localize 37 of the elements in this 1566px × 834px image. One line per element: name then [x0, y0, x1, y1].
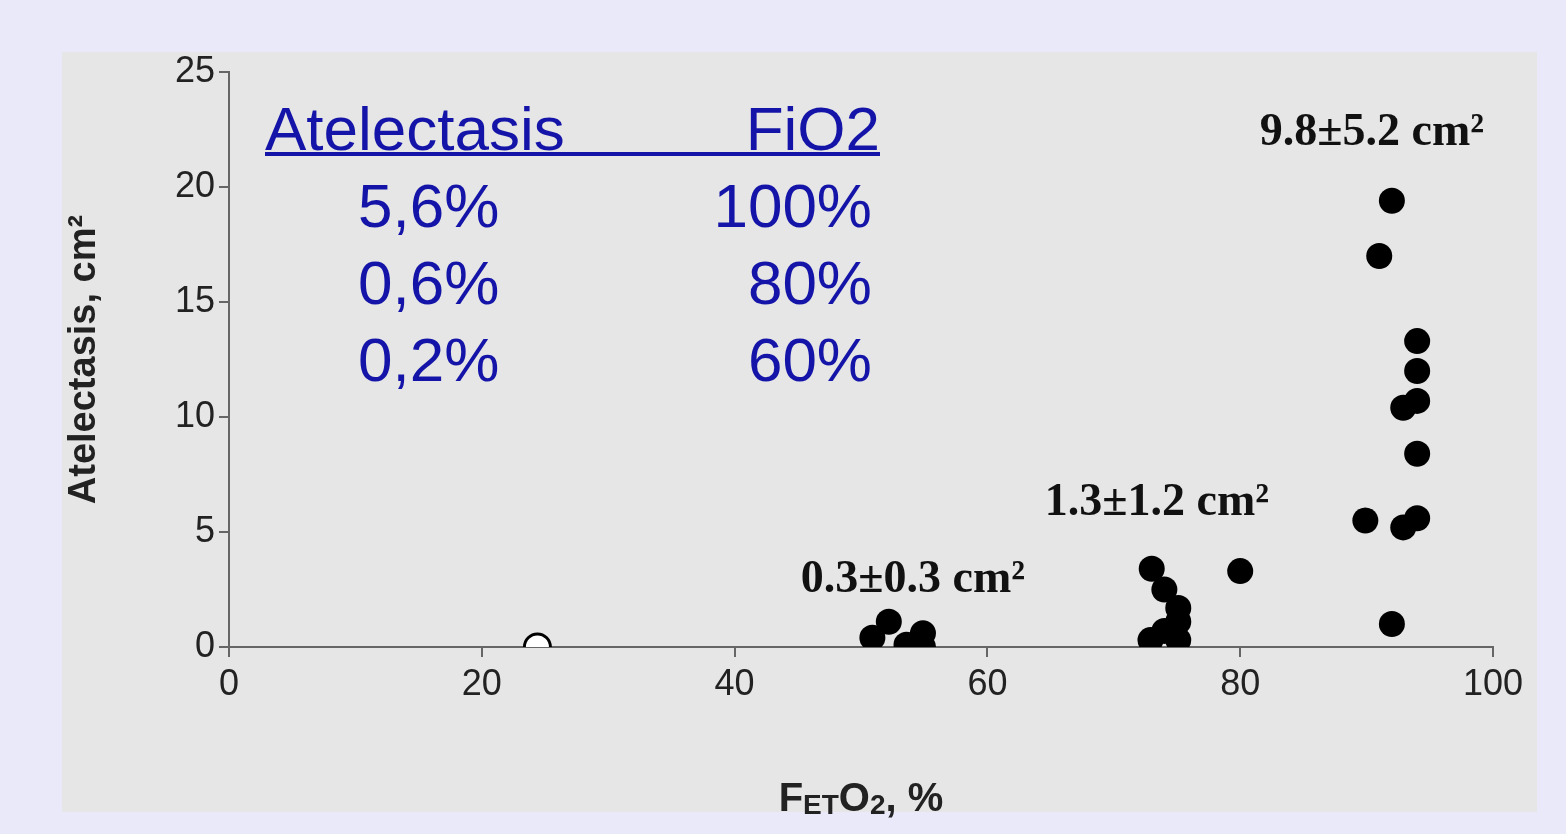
annotation: 0,6%: [358, 248, 500, 317]
point: [1404, 328, 1431, 355]
point: [1227, 558, 1254, 585]
point: [1366, 243, 1393, 269]
annotation: 5,6%: [358, 171, 500, 240]
annotation: 1.3±1.2 cm²: [1044, 473, 1270, 525]
point: [1378, 611, 1405, 637]
y-tick-label: 10: [174, 393, 215, 435]
x-tick-label: 60: [967, 661, 1008, 703]
y-tick-label: 5: [194, 508, 215, 550]
y-axis-title: Atelectasis, cm²: [61, 214, 104, 505]
y-tick-label: 20: [174, 163, 215, 205]
x-axis-title: FETO2, %: [778, 775, 944, 820]
x-tick-label: 80: [1220, 661, 1261, 703]
x-tick-label: 20: [461, 661, 502, 703]
point: [875, 608, 902, 635]
y-tick-label: 25: [174, 48, 215, 90]
y-tick-label: 0: [194, 623, 215, 665]
annotation: 60%: [747, 325, 872, 394]
annotation: 0.3±0.3 cm²: [800, 550, 1026, 602]
point: [1151, 576, 1178, 603]
annotation: 9.8±5.2 cm²: [1259, 103, 1485, 155]
point: [1404, 440, 1431, 467]
point: [1390, 394, 1417, 421]
annotation: 0,2%: [358, 325, 500, 394]
point: [1404, 505, 1431, 532]
y-tick-label: 15: [174, 278, 215, 320]
annotation: Atelectasis: [265, 94, 565, 163]
x-tick-label: 40: [714, 661, 755, 703]
point: [1378, 187, 1405, 214]
point: [1138, 555, 1165, 582]
annotation: 80%: [747, 248, 872, 317]
annotation: FiO2: [745, 94, 880, 163]
annotation: 100%: [713, 171, 872, 240]
point: [1352, 507, 1379, 534]
point: [1404, 358, 1431, 384]
x-tick-label: 100: [1462, 661, 1524, 703]
